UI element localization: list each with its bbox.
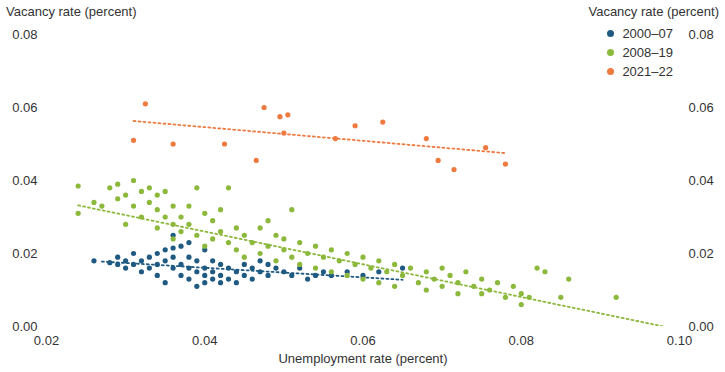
html-text:Vacancy rate (percent): Vacancy rate (percent) bbox=[6, 4, 137, 19]
svg-text:0.06: 0.06 bbox=[12, 100, 37, 115]
svg-text:0.02: 0.02 bbox=[689, 246, 714, 261]
svg-text:0.08: 0.08 bbox=[12, 27, 37, 42]
svg-text:0.08: 0.08 bbox=[689, 27, 714, 42]
svg-text:0.02: 0.02 bbox=[12, 246, 37, 261]
svg-text:0.04: 0.04 bbox=[192, 333, 217, 348]
svg-text:0.04: 0.04 bbox=[12, 173, 37, 188]
svg-text:0.06: 0.06 bbox=[689, 100, 714, 115]
svg-text:0.08: 0.08 bbox=[509, 333, 534, 348]
svg-text:0.10: 0.10 bbox=[667, 333, 692, 348]
svg-text:0.04: 0.04 bbox=[689, 173, 714, 188]
svg-text:0.06: 0.06 bbox=[350, 333, 375, 348]
svg-text:0.02: 0.02 bbox=[34, 333, 59, 348]
svg-text:Unemployment rate (percent): Unemployment rate (percent) bbox=[278, 351, 447, 366]
svg-text:0.00: 0.00 bbox=[689, 319, 714, 334]
html-text:Vacancy rate (percent): Vacancy rate (percent) bbox=[588, 4, 719, 19]
html-text:2008–19: 2008–19 bbox=[622, 45, 673, 60]
html-text:2021–22: 2021–22 bbox=[622, 64, 673, 79]
html-text:2000–07: 2000–07 bbox=[622, 26, 673, 41]
svg-text:0.00: 0.00 bbox=[12, 319, 37, 334]
